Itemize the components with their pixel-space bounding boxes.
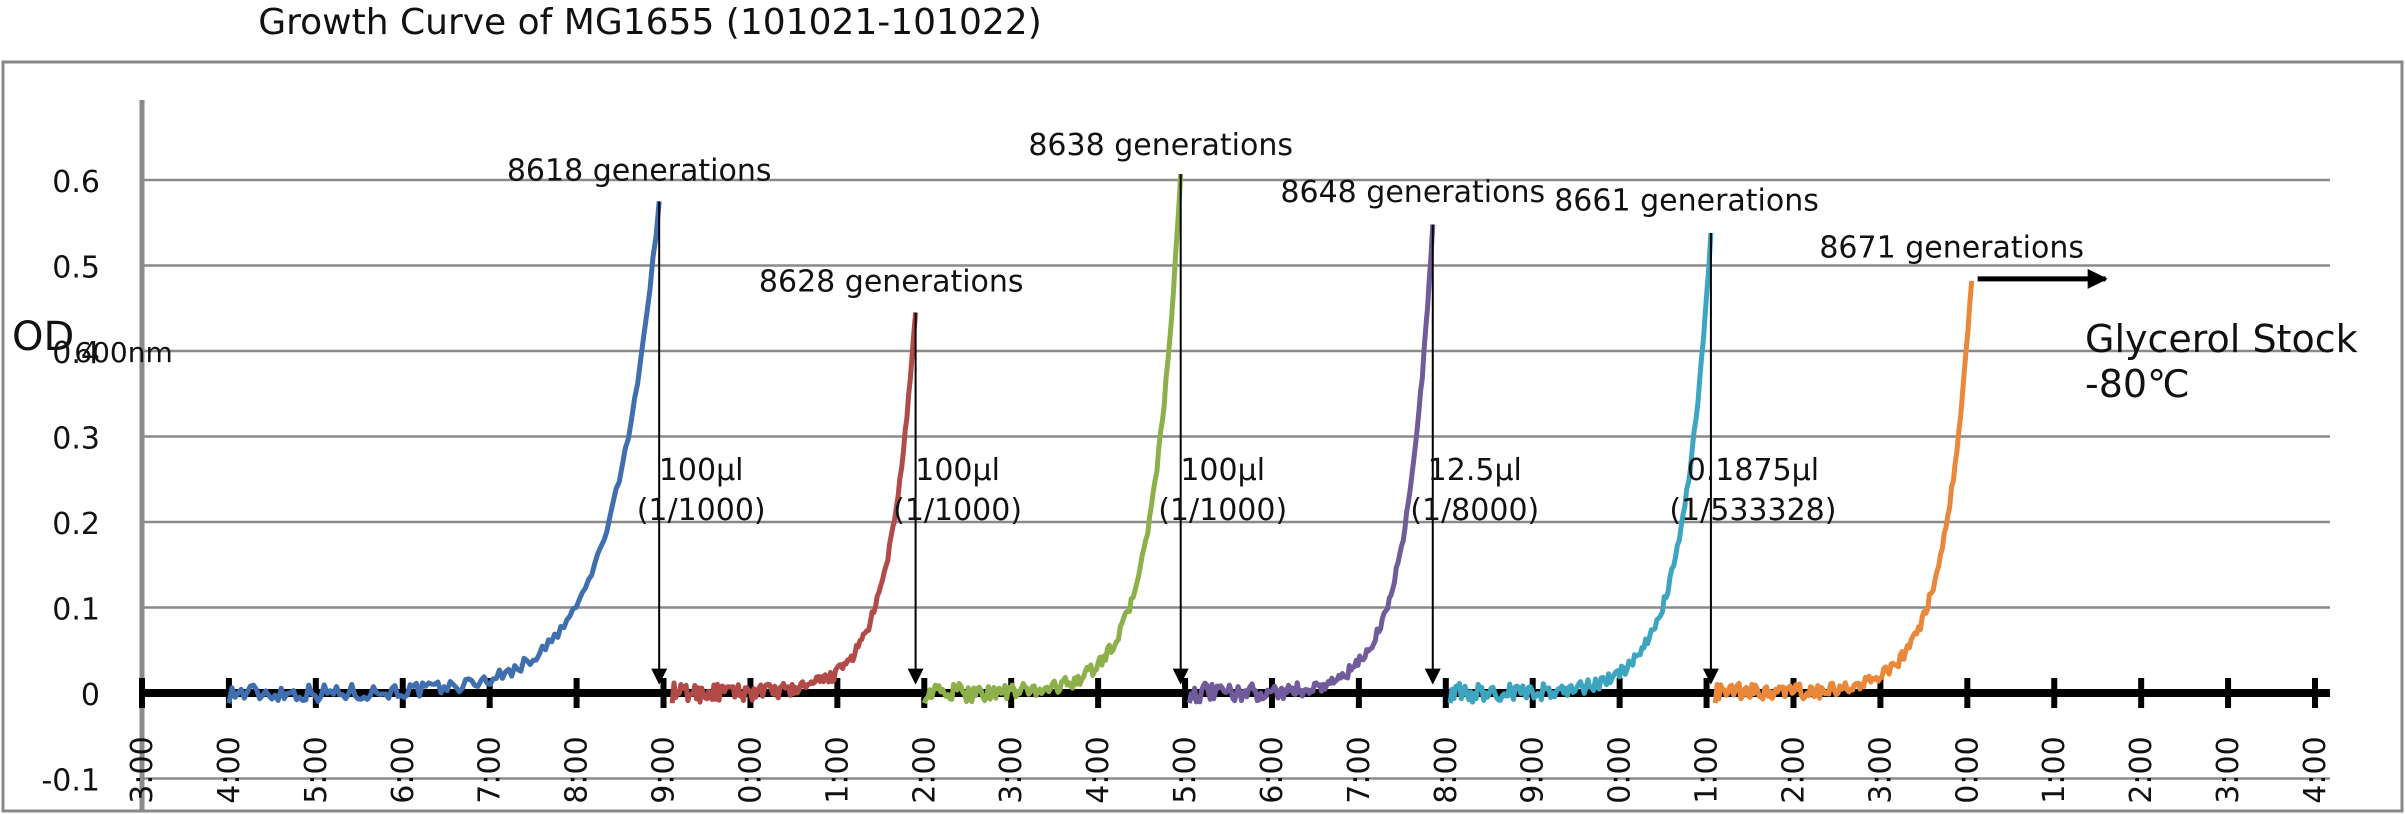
generation-label: 8661 generations [1554,183,1819,218]
x-tick-label: 6:00 [386,736,421,803]
x-tick-label: 2:00 [2124,736,2159,803]
annotations: 100μl (1/1000) 100μl (1/1000) 100μl (1/1000) 1… [507,128,2358,685]
x-tick-label: 8:00 [560,736,595,803]
x-tick-label: 1:00 [2037,736,2072,803]
glycerol-stock-label: Glycerol Stock [2085,317,2358,361]
generation-label: 8638 generations [1028,128,1293,163]
series-line [669,312,919,705]
series-lines [226,173,1975,705]
series-line [1186,224,1436,705]
y-axis-label-subscript: 600nm [74,336,172,369]
generation-label: 8671 generations [1819,231,2084,266]
x-tick-label: 0:00 [733,736,768,803]
x-tick-label: 4:00 [1081,736,1116,803]
series-line [1712,280,1975,704]
x-tick-label: 1:00 [1690,736,1725,803]
series-line [226,201,662,704]
chart-border [1,60,2404,813]
x-tick-label: 4:00 [2298,736,2333,803]
x-tick-label: 5:00 [1168,736,1203,803]
series-line [921,173,1184,705]
y-tick-label: 0.3 [52,422,100,457]
y-tick-label: 0 [81,678,100,713]
series-line [1447,232,1714,705]
transfer-dilution-label: (1/1000) [637,493,766,528]
x-tick-label: 9:00 [647,736,682,803]
transfer-volume-label: 100μl [1180,453,1265,488]
generation-label: 8618 generations [507,154,772,189]
x-tick-label: 0:00 [1603,736,1638,803]
gridlines [142,178,2330,780]
y-tick-label: -0.1 [41,764,100,799]
x-tick-label: 0:00 [1950,736,1985,803]
x-tick-label: 7:00 [1342,736,1377,803]
x-tick-label: 9:00 [1516,736,1551,803]
y-tick-label: 0.4 [52,336,100,371]
x-tick-label: 3:00 [125,736,160,803]
transfer-dilution-label: (1/533328) [1669,493,1836,528]
x-tick-label: 8:00 [1429,736,1464,803]
y-tick-label: 0.6 [52,165,100,200]
glycerol-temp-label: -80℃ [2085,362,2190,406]
y-tick-label: 0.2 [52,507,100,542]
y-axis-label: OD600nm [12,314,173,369]
x-tick-label: 7:00 [473,736,508,803]
x-tick-label: 3:00 [994,736,1029,803]
x-tick-label: 3:00 [1863,736,1898,803]
x-tick-label: 6:00 [1255,736,1290,803]
y-tick-label: 0.5 [52,251,100,286]
transfer-volume-label: 100μl [659,453,744,488]
transfer-volume-label: 12.5μl [1428,453,1522,488]
transfer-volume-label: 0.1875μl [1687,453,1819,488]
transfer-volume-label: 100μl [915,453,1000,488]
x-tick-label: 1:00 [820,736,855,803]
x-tick-label: 4:00 [212,736,247,803]
x-tick-label: 3:00 [2211,736,2246,803]
x-tick-label: 5:00 [299,736,334,803]
generation-label: 8648 generations [1280,175,1545,210]
x-tick-label: 2:00 [1776,736,1811,803]
x-tick-label: 2:00 [907,736,942,803]
generation-label: 8628 generations [759,265,1024,300]
y-tick-label: 0.1 [52,593,100,628]
chart-title: Growth Curve of MG1655 (101021-101022) [258,2,1042,43]
transfer-dilution-label: (1/1000) [893,493,1022,528]
y-axis-label-main: OD [12,314,74,360]
transfer-dilution-label: (1/1000) [1158,493,1287,528]
x-axis: 3:00 4:00 5:00 6:00 7:00 8:00 9:00 0:00 1:00 2:00… [125,678,2333,804]
transfer-dilution-label: (1/8000) [1410,493,1539,528]
y-axis: 0.6 0.5 0.4 0.3 0.2 0.1 0 -0.1 [41,100,145,811]
